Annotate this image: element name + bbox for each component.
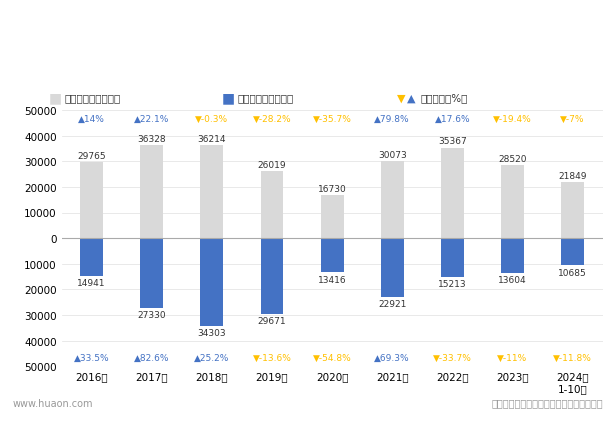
Text: ▲: ▲: [407, 93, 416, 103]
Text: 36214: 36214: [197, 135, 226, 144]
Text: 数据来源：中国海关；华经产业研究院整理: 数据来源：中国海关；华经产业研究院整理: [491, 397, 603, 408]
Text: ▼-19.4%: ▼-19.4%: [493, 115, 532, 124]
Text: 34303: 34303: [197, 328, 226, 337]
Text: 华经情报网: 华经情报网: [12, 28, 50, 41]
Bar: [501, 239, 524, 273]
Text: ■: ■: [221, 91, 235, 105]
Text: ▲17.6%: ▲17.6%: [435, 115, 470, 124]
Text: ▲25.2%: ▲25.2%: [194, 354, 229, 363]
Text: 21849: 21849: [558, 172, 587, 181]
Text: 2016-2024年10月宁夏回族自治区外商投资企业进、出口额: 2016-2024年10月宁夏回族自治区外商投资企业进、出口额: [160, 63, 455, 78]
Text: 28520: 28520: [498, 155, 527, 164]
Bar: [261, 239, 284, 314]
Bar: [320, 239, 344, 273]
Text: ▼-35.7%: ▼-35.7%: [312, 115, 352, 124]
Text: ▼-7%: ▼-7%: [560, 115, 585, 124]
Bar: [261, 172, 284, 239]
Bar: [441, 148, 464, 239]
Bar: [441, 239, 464, 277]
Text: 13604: 13604: [498, 275, 527, 285]
Text: 专业严谨 ● 客观科学: 专业严谨 ● 客观科学: [533, 29, 603, 40]
Text: ▼-13.6%: ▼-13.6%: [253, 354, 292, 363]
Text: ▲33.5%: ▲33.5%: [74, 354, 109, 363]
Bar: [140, 239, 163, 308]
Bar: [561, 183, 584, 239]
Text: 出口总额（万美元）: 出口总额（万美元）: [65, 93, 121, 103]
Text: ▲82.6%: ▲82.6%: [134, 354, 170, 363]
Bar: [320, 196, 344, 239]
Text: ▼-0.3%: ▼-0.3%: [196, 115, 228, 124]
Text: 30073: 30073: [378, 151, 407, 160]
Text: www.huaon.com: www.huaon.com: [12, 397, 93, 408]
Bar: [501, 166, 524, 239]
Bar: [381, 162, 403, 239]
Text: ▼-11.8%: ▼-11.8%: [554, 354, 592, 363]
Text: 35367: 35367: [438, 137, 467, 146]
Text: ▲69.3%: ▲69.3%: [375, 354, 410, 363]
Text: ▼-33.7%: ▼-33.7%: [433, 354, 472, 363]
Text: ▲79.8%: ▲79.8%: [375, 115, 410, 124]
Text: 16730: 16730: [318, 185, 346, 194]
Text: 10685: 10685: [558, 268, 587, 277]
Text: 22921: 22921: [378, 299, 407, 308]
Text: ▼-54.8%: ▼-54.8%: [312, 354, 352, 363]
Bar: [80, 162, 103, 239]
Text: 27330: 27330: [137, 311, 166, 320]
Bar: [200, 146, 223, 239]
Text: ▼: ▼: [397, 93, 405, 103]
Bar: [200, 239, 223, 326]
Text: 36328: 36328: [137, 135, 166, 144]
Bar: [140, 146, 163, 239]
Text: ▼-28.2%: ▼-28.2%: [253, 115, 292, 124]
Text: ▲22.1%: ▲22.1%: [134, 115, 169, 124]
Text: ▲14%: ▲14%: [78, 115, 105, 124]
Text: 同比增速（%）: 同比增速（%）: [420, 93, 468, 103]
Text: 26019: 26019: [258, 161, 286, 170]
Bar: [80, 239, 103, 277]
Text: 15213: 15213: [438, 279, 467, 288]
Bar: [561, 239, 584, 266]
Bar: [381, 239, 403, 297]
Text: ▼-11%: ▼-11%: [498, 354, 528, 363]
Text: 14941: 14941: [77, 279, 106, 288]
Text: ■: ■: [49, 91, 62, 105]
Text: 29671: 29671: [258, 317, 286, 325]
Text: 29765: 29765: [77, 152, 106, 161]
Text: 13416: 13416: [318, 275, 346, 284]
Text: 进口总额（万美元）: 进口总额（万美元）: [237, 93, 293, 103]
